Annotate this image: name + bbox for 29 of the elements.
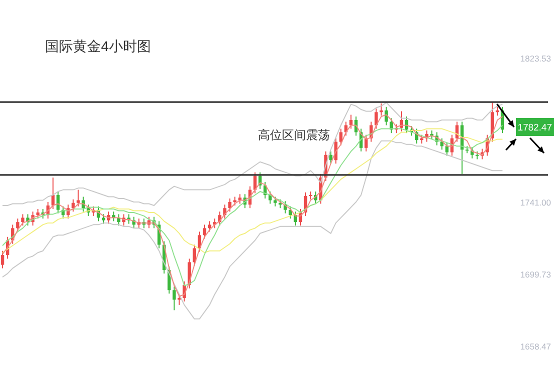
candlestick [274, 196, 277, 207]
candlestick [76, 189, 80, 207]
candlestick [102, 214, 106, 224]
candlestick [72, 198, 75, 212]
price-label: 1782.47 [516, 118, 554, 136]
candlestick [208, 220, 212, 232]
candlestick [223, 204, 226, 220]
candlestick [339, 128, 342, 146]
candlestick [308, 191, 312, 200]
candlestick [268, 191, 272, 204]
candlestick [374, 108, 378, 130]
candlestick [334, 138, 338, 164]
candlestick [21, 214, 24, 226]
candlestick [172, 286, 176, 311]
ytick: 1741.00 [520, 198, 551, 208]
ytick: 1658.47 [520, 342, 551, 352]
candlestick [380, 102, 383, 116]
candlestick [0, 250, 4, 269]
ytick: 1699.73 [520, 270, 551, 280]
candlestick [202, 224, 206, 240]
candlestick [329, 150, 332, 164]
candlestick [384, 106, 388, 126]
title: 国际黄金4小时图 [45, 38, 151, 54]
ytick: 1823.53 [520, 54, 551, 64]
candlestick [238, 194, 242, 204]
candlestick [445, 142, 449, 156]
candlestick [228, 198, 232, 212]
candlestick [16, 218, 20, 232]
annotation: 高位区间震荡 [258, 128, 330, 142]
